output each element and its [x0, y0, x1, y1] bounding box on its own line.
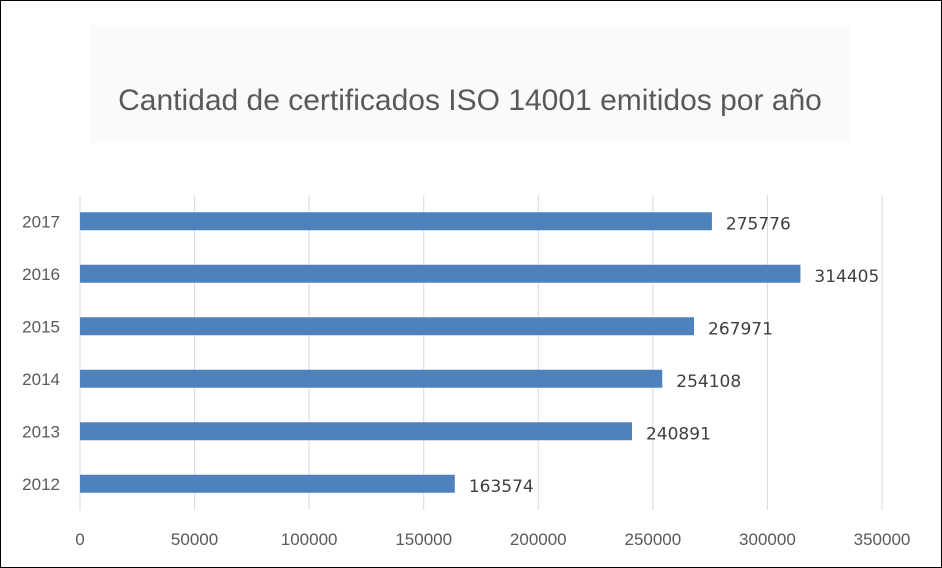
chart-title: Cantidad de certificados ISO 14001 emiti…	[118, 84, 822, 117]
category-label: 2012	[22, 475, 60, 494]
x-tick-label: 300000	[739, 530, 796, 549]
x-tick-label: 350000	[854, 530, 911, 549]
bar	[80, 317, 695, 336]
chart-title-area	[91, 25, 851, 143]
category-label: 2015	[22, 317, 60, 336]
bar	[80, 422, 632, 441]
data-label: 275776	[726, 214, 791, 234]
data-label: 163574	[469, 477, 534, 497]
x-tick-label: 200000	[510, 530, 567, 549]
category-label: 2014	[22, 370, 60, 389]
bar	[80, 212, 712, 231]
x-tick-label: 100000	[281, 530, 338, 549]
category-label: 2016	[22, 265, 60, 284]
x-tick-label: 250000	[624, 530, 681, 549]
bar	[80, 264, 801, 283]
data-label: 267971	[708, 319, 773, 339]
bar	[80, 474, 455, 493]
data-label: 314405	[814, 267, 879, 287]
category-label: 2017	[22, 212, 60, 231]
x-tick-label: 0	[75, 530, 84, 549]
category-label: 2013	[22, 422, 60, 441]
data-label: 240891	[646, 424, 711, 444]
bar	[80, 369, 663, 388]
x-tick-label: 50000	[171, 530, 218, 549]
data-label: 254108	[676, 372, 741, 392]
x-tick-label: 150000	[395, 530, 452, 549]
